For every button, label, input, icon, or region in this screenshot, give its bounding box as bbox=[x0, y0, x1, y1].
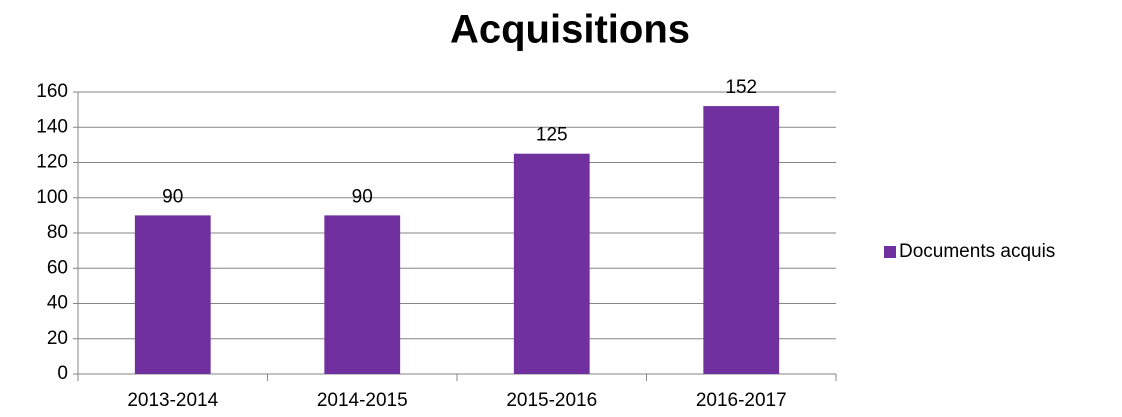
x-tick-label: 2016-2017 bbox=[696, 390, 787, 411]
bar bbox=[513, 153, 590, 374]
y-tick-label: 160 bbox=[36, 81, 68, 102]
legend-label: Documents acquis bbox=[899, 241, 1055, 262]
y-tick-label: 40 bbox=[47, 293, 68, 314]
y-tick-label: 60 bbox=[47, 257, 68, 278]
chart-title: Acquisitions bbox=[450, 8, 690, 52]
data-label: 125 bbox=[536, 125, 568, 146]
x-tick-label: 2015-2016 bbox=[506, 390, 597, 411]
y-tick-label: 20 bbox=[47, 328, 68, 349]
x-tick-label: 2013-2014 bbox=[127, 390, 218, 411]
y-tick-label: 100 bbox=[36, 187, 68, 208]
y-tick-label: 80 bbox=[47, 222, 68, 243]
data-label: 90 bbox=[352, 186, 373, 207]
y-tick-label: 140 bbox=[36, 116, 68, 137]
y-tick-label: 120 bbox=[36, 152, 68, 173]
data-label: 90 bbox=[162, 186, 183, 207]
bar bbox=[703, 106, 780, 374]
bar bbox=[134, 215, 211, 374]
y-tick-label: 0 bbox=[57, 363, 68, 384]
data-label: 152 bbox=[725, 77, 757, 98]
x-tick-label: 2014-2015 bbox=[317, 390, 408, 411]
bar bbox=[324, 215, 401, 374]
legend-swatch bbox=[884, 246, 896, 258]
